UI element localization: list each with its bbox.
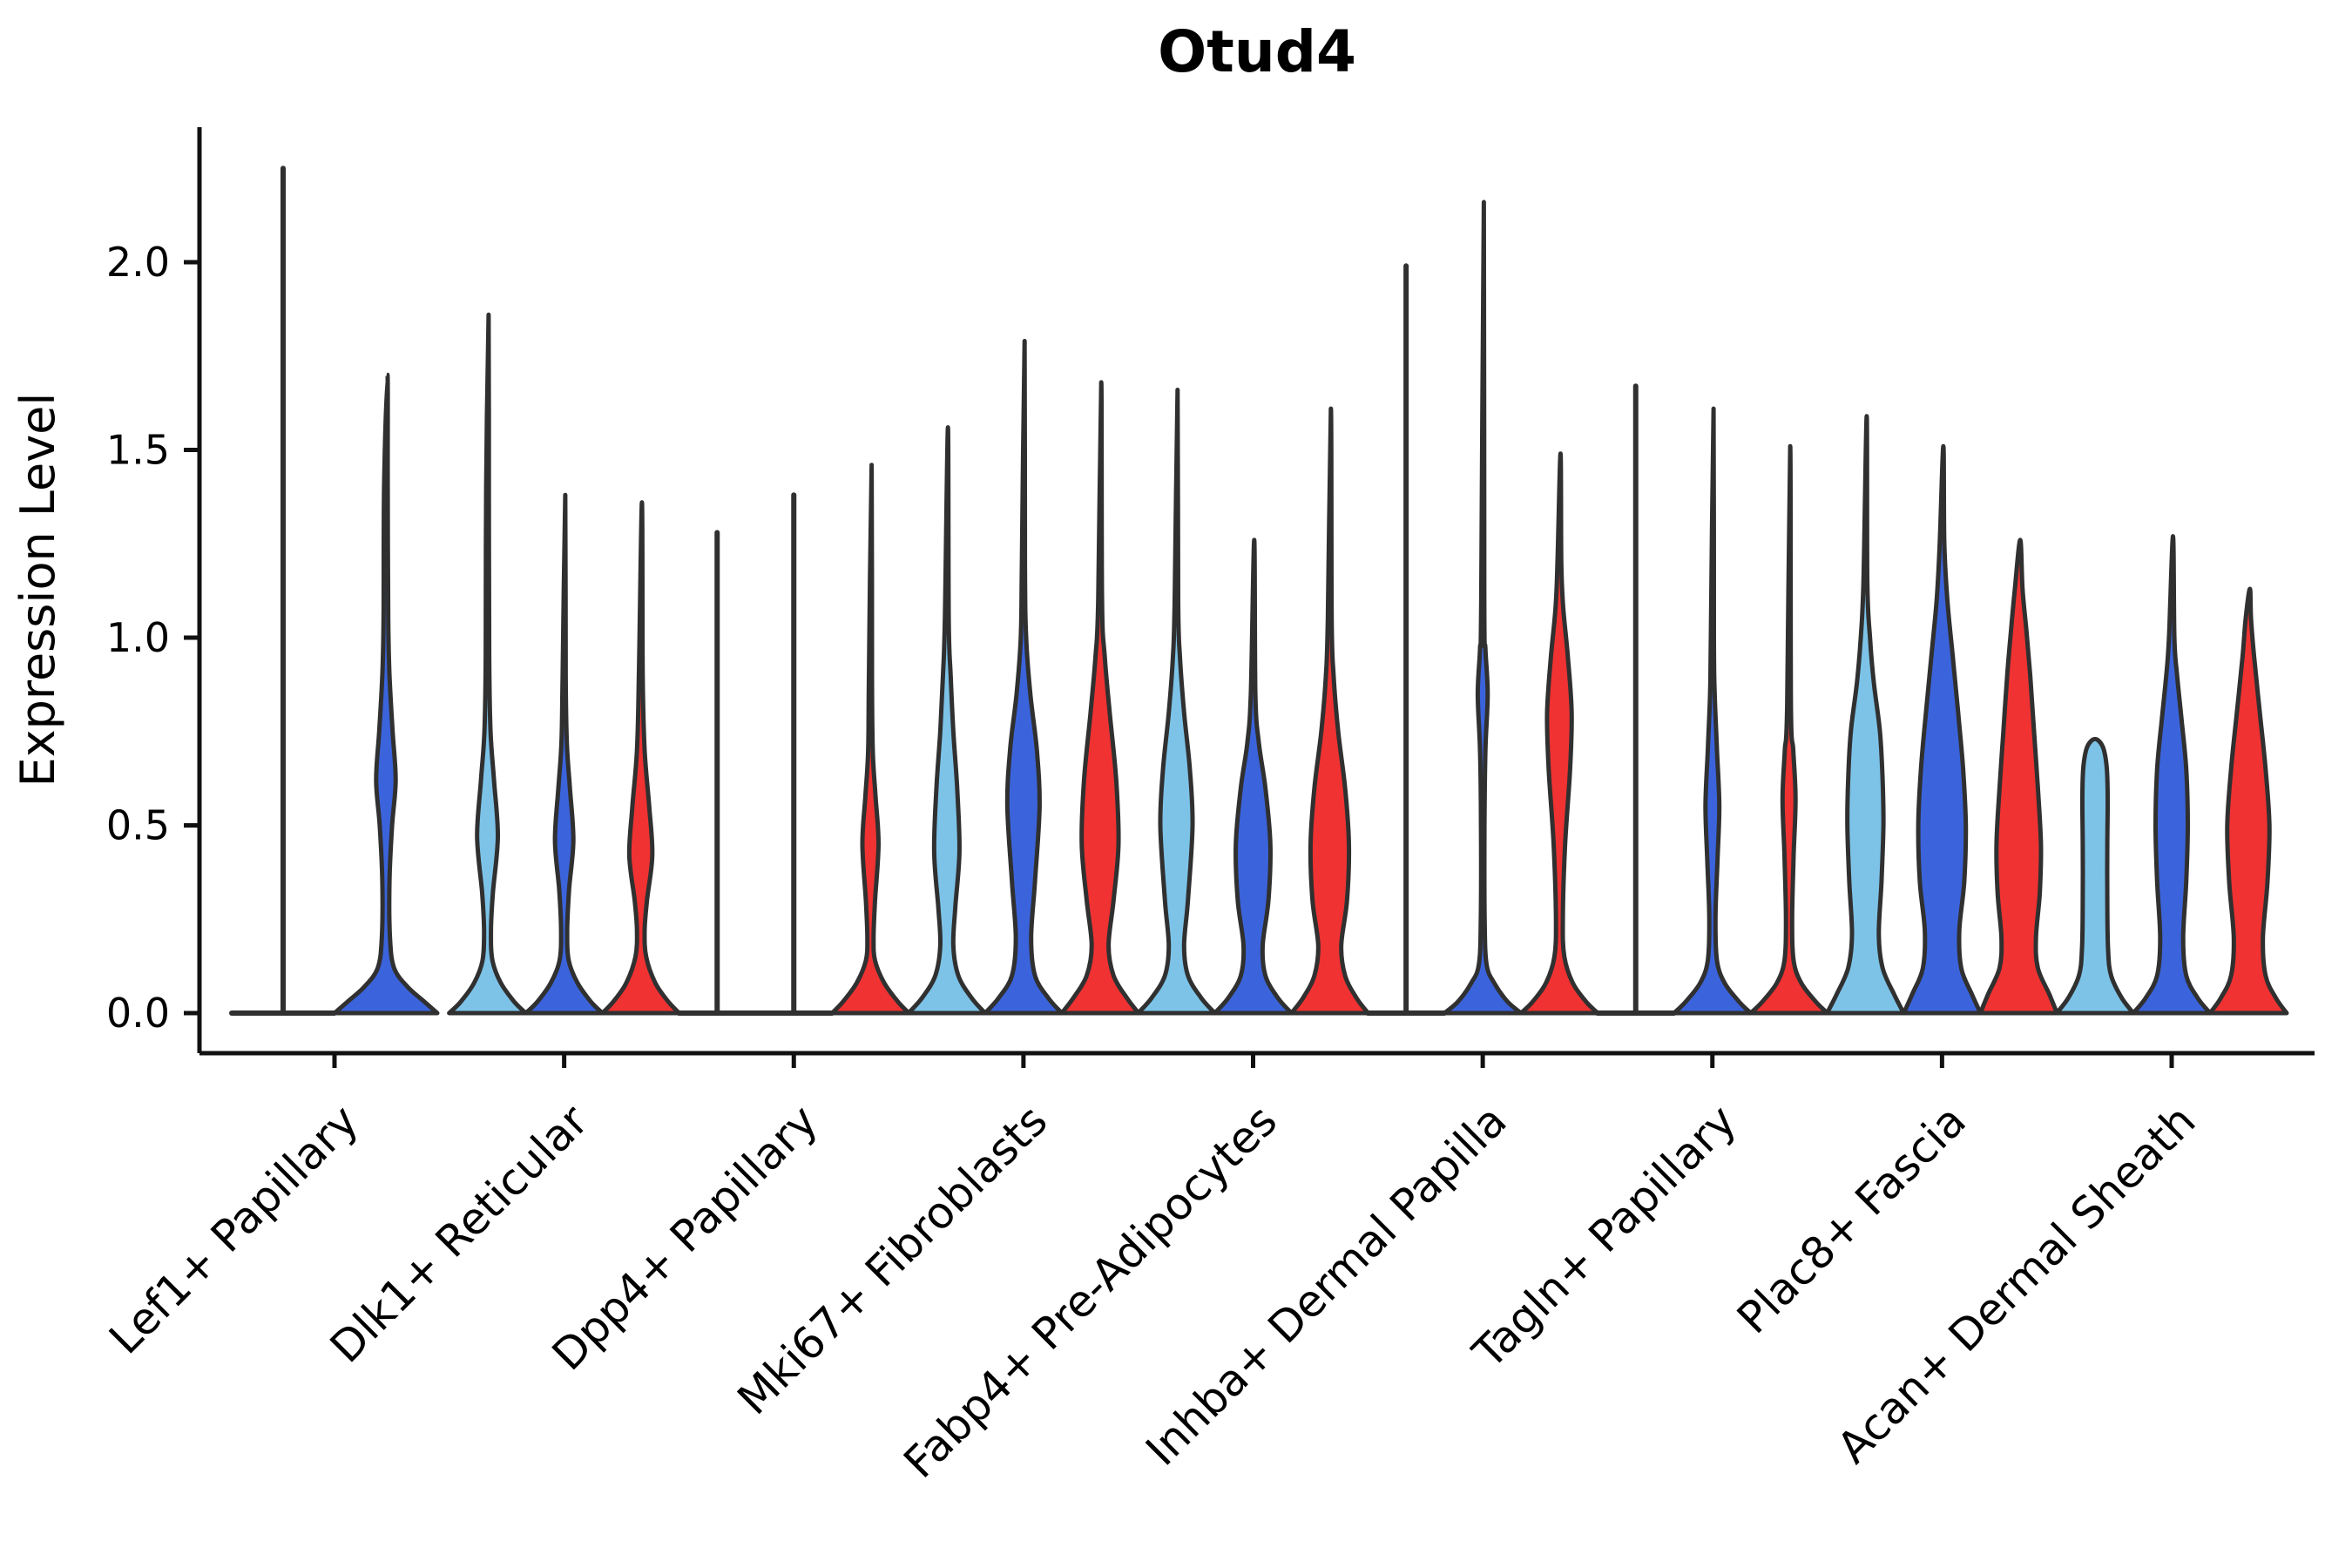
violin-body — [906, 425, 988, 1016]
violin-body — [2054, 736, 2136, 1016]
violin-red — [1518, 451, 1600, 1016]
violin-body — [1977, 537, 2059, 1016]
violin-blue — [983, 339, 1064, 1016]
x-tick-label: Lef1+ Papillary — [99, 1095, 368, 1363]
violin-body — [1136, 388, 1217, 1016]
y-tick-label: 0.5 — [106, 802, 170, 849]
violin-body — [1442, 199, 1524, 1016]
y-tick-label: 0.0 — [106, 990, 170, 1037]
violin-body — [1289, 406, 1370, 1016]
violin-blue — [332, 372, 440, 1016]
violin-body — [600, 500, 682, 1016]
violin-lightblue — [447, 312, 529, 1016]
violin-lightblue — [676, 530, 759, 1016]
violin-body — [1213, 537, 1294, 1016]
violin-blue — [753, 492, 835, 1016]
violin-blue — [2131, 534, 2213, 1016]
violin-lightblue — [1824, 414, 1906, 1016]
violin-lightblue — [1365, 263, 1448, 1016]
violin-body — [1901, 443, 1983, 1016]
violin-body — [983, 339, 1064, 1016]
violin-blue — [1442, 199, 1524, 1016]
violin-red — [2207, 586, 2289, 1016]
violin-blue — [524, 492, 605, 1016]
y-tick-label: 1.0 — [106, 614, 170, 661]
violin-lightblue — [1594, 383, 1677, 1016]
violin-body — [447, 312, 529, 1016]
violin-body — [829, 463, 911, 1016]
y-tick-label: 1.5 — [106, 427, 170, 474]
chart-title: Otud4 — [1158, 18, 1356, 85]
violin-blue — [1672, 406, 1754, 1016]
violin-red — [1748, 443, 1830, 1016]
violin-red — [1059, 380, 1141, 1016]
x-tick-label: Plac8+ Fascia — [1727, 1095, 1976, 1343]
violin-red — [600, 500, 682, 1016]
violin-body — [1672, 406, 1754, 1016]
violin-body — [2207, 586, 2289, 1016]
violin-body — [332, 372, 440, 1016]
y-tick-label: 2.0 — [106, 239, 170, 286]
violin-body — [1748, 443, 1830, 1016]
violin-red — [1977, 537, 2059, 1016]
violin-body — [524, 492, 605, 1016]
violin-body — [1824, 414, 1906, 1016]
violin-blue — [1213, 537, 1294, 1016]
violin-body — [1059, 380, 1141, 1016]
violin-red — [1289, 406, 1370, 1016]
x-tick-label: Fabp4+ Pre-Adipocytes — [894, 1095, 1287, 1488]
y-axis-label: Expression Level — [10, 393, 65, 787]
violin-blue — [1901, 443, 1983, 1016]
violin-lightblue — [2054, 736, 2136, 1016]
violin-lightblue — [906, 425, 988, 1016]
violin-body — [1518, 451, 1600, 1016]
violin-layer — [229, 166, 2289, 1016]
violin-red — [829, 463, 911, 1016]
violin-body — [2131, 534, 2213, 1016]
violin-lightblue — [1136, 388, 1217, 1016]
violin-lightblue — [229, 166, 337, 1016]
